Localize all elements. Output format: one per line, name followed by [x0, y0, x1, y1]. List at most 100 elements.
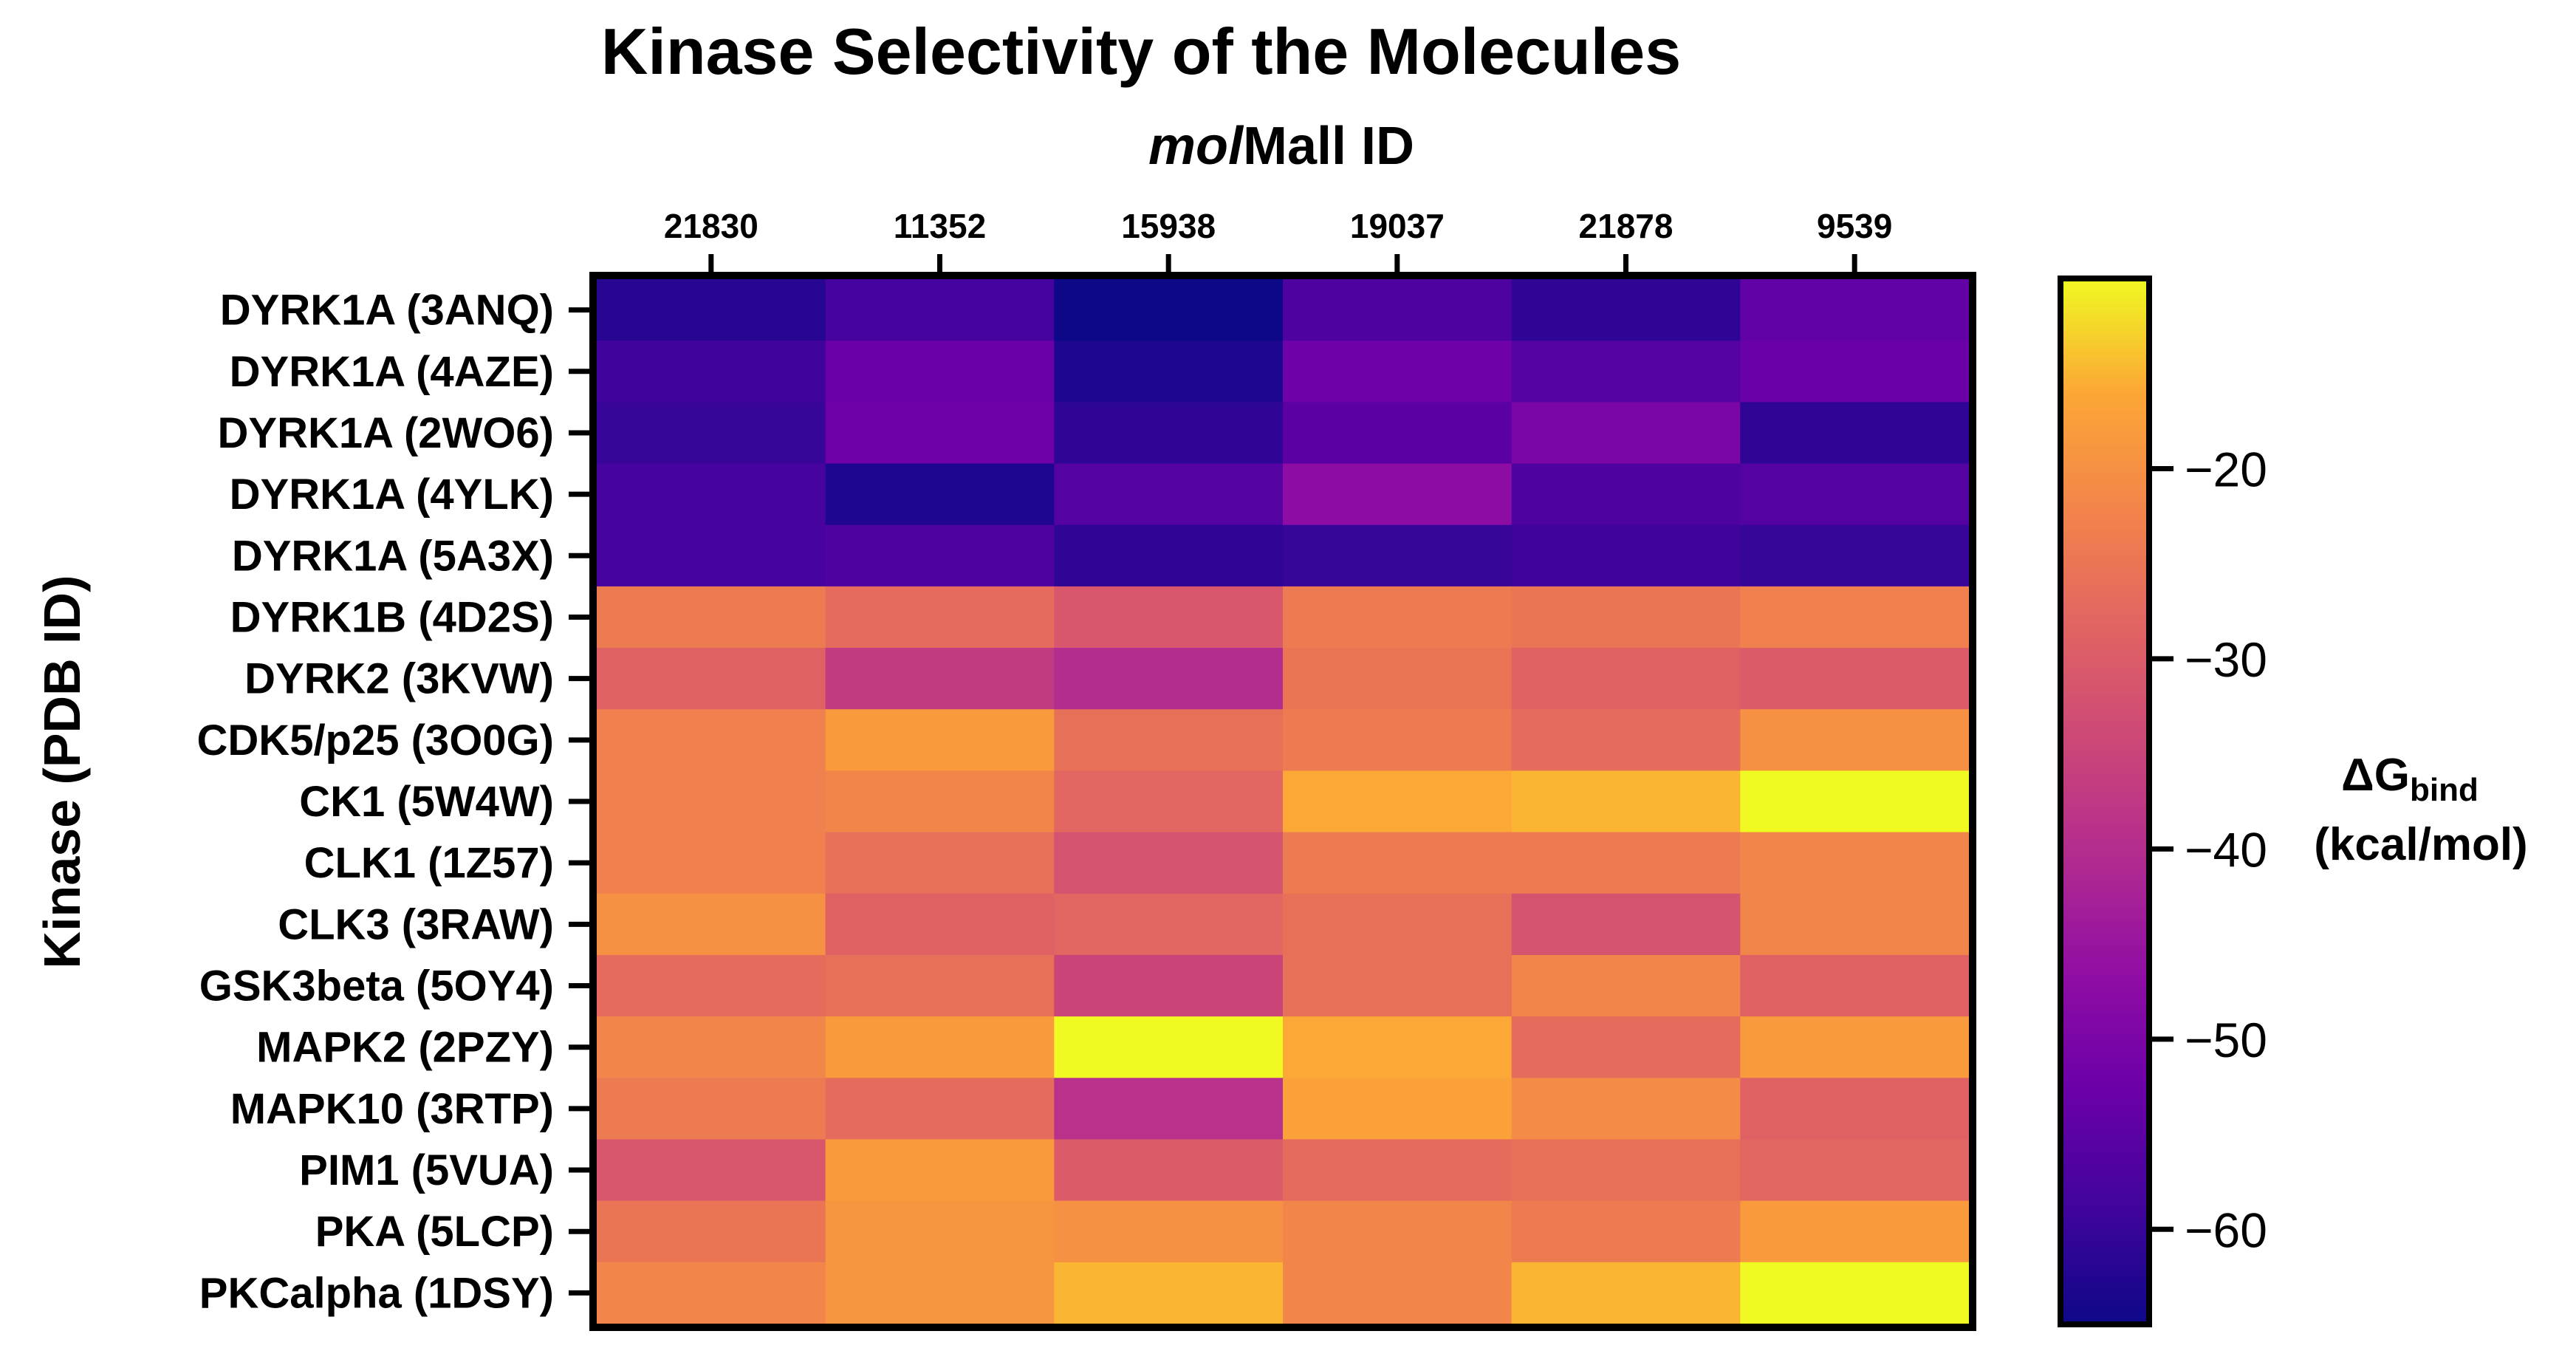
row-tick-label: DYRK1A (4YLK): [230, 471, 554, 519]
heatmap-cell: [1283, 1016, 1513, 1079]
heatmap-cell: [1740, 709, 1970, 772]
heatmap-cell: [1283, 1078, 1513, 1140]
heatmap-cell: [1283, 1262, 1513, 1324]
heatmap-cell: [1054, 402, 1284, 465]
column-tick-label: 21878: [1579, 207, 1674, 245]
heatmap-cell: [1054, 463, 1284, 526]
heatmap-cell: [1054, 770, 1284, 833]
column-tick-label: 19037: [1350, 207, 1445, 245]
row-tick-label: DYRK1A (2WO6): [218, 409, 554, 457]
heatmap-cells: [597, 279, 1970, 1324]
heatmap-cell: [1511, 954, 1741, 1017]
x-axis-title-rest: Mall ID: [1243, 117, 1414, 176]
heatmap-cell: [1740, 1016, 1970, 1079]
heatmap-cell: [1283, 770, 1513, 833]
heatmap-cell: [597, 463, 826, 526]
heatmap-cell: [1283, 1139, 1513, 1202]
colorbar-tick-label: −50: [2185, 1013, 2267, 1067]
column-tick-label: 21830: [664, 207, 758, 245]
heatmap-cell: [1740, 893, 1970, 956]
heatmap-cell: [1054, 832, 1284, 894]
row-tick-label: CDK5/p25 (3O0G): [197, 716, 554, 764]
colorbar-title: ΔGbind: [2341, 750, 2479, 808]
heatmap-cell: [597, 648, 826, 711]
heatmap-cell: [1511, 1262, 1741, 1324]
colorbar-tick-label: −20: [2185, 442, 2267, 496]
heatmap-cell: [1054, 1200, 1284, 1263]
heatmap-cell: [825, 341, 1055, 403]
row-tick-label: MAPK2 (2PZY): [256, 1024, 554, 1072]
heatmap-cell: [597, 402, 826, 465]
colorbar-tick-label: −60: [2185, 1202, 2267, 1257]
heatmap-cell: [1740, 832, 1970, 894]
heatmap-cell: [1511, 524, 1741, 587]
column-tick-label: 15938: [1121, 207, 1216, 245]
heatmap-cell: [1511, 402, 1741, 465]
heatmap-cell: [1511, 709, 1741, 772]
heatmap-cell: [1511, 341, 1741, 403]
heatmap-cell: [1054, 648, 1284, 711]
row-tick-label: PIM1 (5VUA): [299, 1146, 554, 1194]
row-tick-label: GSK3beta (5OY4): [199, 962, 554, 1010]
heatmap-cell: [1740, 463, 1970, 526]
heatmap-cell: [825, 1139, 1055, 1202]
heatmap-cell: [1511, 463, 1741, 526]
heatmap-cell: [1511, 893, 1741, 956]
heatmap-cell: [1283, 279, 1513, 341]
y-axis-title: Kinase (PDB ID): [33, 575, 91, 969]
heatmap-cell: [1511, 1016, 1741, 1079]
heatmap-cell: [825, 524, 1055, 587]
colorbar-title-subscript: bind: [2410, 772, 2479, 808]
heatmap-cell: [1283, 1200, 1513, 1263]
heatmap-cell: [1740, 279, 1970, 341]
chart-title: Kinase Selectivity of the Molecules: [601, 15, 1681, 88]
heatmap-cell: [1283, 893, 1513, 956]
column-ticks: 21830 11352 15938 19037 21878 9539: [664, 207, 1892, 276]
heatmap-cell: [1740, 586, 1970, 649]
heatmap-cell: [597, 832, 826, 894]
heatmap-cell: [1511, 1139, 1741, 1202]
heatmap-cell: [1740, 1139, 1970, 1202]
heatmap-cell: [597, 1200, 826, 1263]
heatmap-cell: [597, 893, 826, 956]
heatmap-cell: [1054, 1016, 1284, 1079]
heatmap-cell: [1740, 341, 1970, 403]
heatmap-cell: [1283, 341, 1513, 403]
heatmap-cell: [1283, 648, 1513, 711]
colorbar-tick-label: −40: [2185, 822, 2267, 877]
heatmap-cell: [597, 524, 826, 587]
colorbar-title-delta-g: ΔG: [2341, 750, 2410, 801]
heatmap-cell: [597, 709, 826, 772]
heatmap-cell: [825, 954, 1055, 1017]
heatmap-cell: [825, 770, 1055, 833]
heatmap-cell: [597, 1262, 826, 1324]
heatmap-cell: [1740, 770, 1970, 833]
heatmap-cell: [825, 402, 1055, 465]
column-tick-label: 11352: [894, 207, 986, 245]
heatmap-cell: [1283, 524, 1513, 587]
row-ticks: DYRK1A (3ANQ) DYRK1A (4AZE) DYRK1A (2WO6) D…: [197, 287, 593, 1317]
heatmap-cell: [597, 770, 826, 833]
colorbar-ticks: −20 −30 −40 −50 −60: [2149, 442, 2267, 1257]
row-tick-label: CK1 (5W4W): [299, 778, 554, 826]
heatmap-cell: [1740, 402, 1970, 465]
heatmap-cell: [1511, 770, 1741, 833]
heatmap-cell: [1054, 709, 1284, 772]
x-axis-title-italic: mol: [1148, 117, 1244, 176]
heatmap-cell: [825, 832, 1055, 894]
heatmap-cell: [1054, 279, 1284, 341]
row-tick-label: CLK3 (3RAW): [278, 900, 554, 948]
heatmap-frame: [589, 272, 1976, 1331]
row-tick-label: CLK1 (1Z57): [304, 839, 554, 887]
heatmap-cell: [1511, 279, 1741, 341]
heatmap-cell: [1511, 1200, 1741, 1263]
heatmap-cell: [1740, 1078, 1970, 1140]
heatmap-cell: [597, 1016, 826, 1079]
heatmap-cell: [1740, 954, 1970, 1017]
row-tick-label: PKA (5LCP): [315, 1208, 554, 1256]
row-tick-label: DYRK1A (5A3X): [232, 532, 554, 580]
heatmap-cell: [1740, 648, 1970, 711]
heatmap-cell: [1283, 832, 1513, 894]
heatmap-cell: [1054, 954, 1284, 1017]
